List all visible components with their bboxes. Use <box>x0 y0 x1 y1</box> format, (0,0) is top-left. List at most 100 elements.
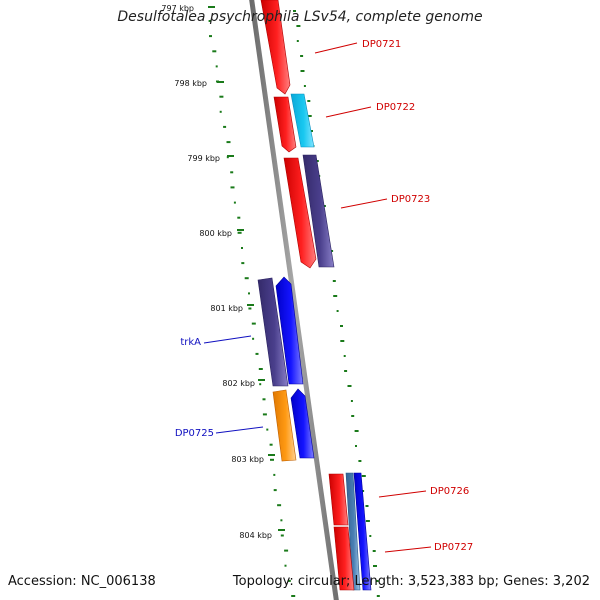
gene-label-dp0726[interactable]: DP0726 <box>378 486 469 498</box>
track-mark <box>340 325 343 327</box>
ruler-tick: 804 kbp <box>239 529 285 540</box>
ruler-label: 798 kbp <box>174 79 207 88</box>
genome-summary-text: Topology: circular; Length: 3,523,383 bp… <box>232 574 590 589</box>
ruler-tick: 797 kbp <box>161 4 215 13</box>
gene-arrow[interactable] <box>290 93 315 148</box>
track-mark <box>219 110 222 113</box>
gene-label[interactable]: DP0726 <box>430 486 469 497</box>
track-mark <box>333 295 338 297</box>
track-mark <box>255 352 259 355</box>
track-mark <box>365 505 369 507</box>
track-mark <box>277 504 282 507</box>
ruler-tick: 802 kbp <box>222 379 265 388</box>
track-mark <box>303 85 306 87</box>
ruler-label: 799 kbp <box>187 154 220 163</box>
track-mark <box>273 473 276 476</box>
track-mark <box>266 428 269 431</box>
track-mark <box>258 368 263 370</box>
track-mark <box>350 400 353 402</box>
gene-arrow[interactable] <box>353 472 372 591</box>
track-mark <box>291 595 296 597</box>
gene-label-dp0727[interactable]: DP0727 <box>384 542 473 553</box>
track-mark <box>248 292 250 295</box>
track-mark <box>307 115 312 117</box>
track-mark <box>241 262 245 265</box>
track-mark <box>273 489 277 492</box>
track-mark <box>300 70 305 72</box>
gene-arrow[interactable] <box>290 388 315 459</box>
gene-label-dp0725[interactable]: DP0725 <box>175 426 264 439</box>
track-mark <box>244 277 249 280</box>
track-mark <box>372 550 376 552</box>
gene-arrow[interactable] <box>283 157 317 269</box>
gene-label[interactable]: DP0723 <box>391 194 430 205</box>
track-mark <box>300 55 304 57</box>
track-mark <box>311 130 313 132</box>
gene-trka[interactable] <box>257 276 304 387</box>
track-mark <box>362 490 365 492</box>
gene-dp0722[interactable] <box>273 93 315 153</box>
gene-label[interactable]: DP0725 <box>175 428 214 439</box>
map-title: Desulfotalea psychrophila LSv54, complet… <box>117 9 483 25</box>
ruler-label: 804 kbp <box>239 531 272 540</box>
track-mark <box>340 340 345 342</box>
track-mark <box>262 413 267 416</box>
gene-dp0723[interactable] <box>283 154 335 269</box>
gene-arrow[interactable] <box>272 389 297 462</box>
gene-arrow[interactable] <box>257 277 289 387</box>
track-mark <box>252 337 255 340</box>
gene-dp0727[interactable] <box>333 526 355 591</box>
track-mark <box>296 25 301 27</box>
track-mark <box>373 565 377 567</box>
track-mark <box>376 595 380 597</box>
gene-arrow[interactable] <box>273 96 297 153</box>
gene-label-dp0723[interactable]: DP0723 <box>340 194 430 209</box>
track-mark <box>332 280 336 282</box>
gene-label-dp0722[interactable]: DP0722 <box>325 102 415 118</box>
track-mark <box>209 35 212 38</box>
track-mark <box>262 398 266 401</box>
track-mark <box>230 171 234 174</box>
gene-arrow[interactable] <box>333 526 355 591</box>
gene-arrow[interactable] <box>328 473 349 526</box>
track-mark <box>248 307 252 310</box>
track-mark <box>215 65 218 68</box>
track-mark <box>287 579 291 582</box>
track-mark <box>355 445 357 447</box>
track-mark <box>226 156 229 159</box>
track-mark <box>251 322 256 325</box>
track-mark <box>354 430 359 432</box>
track-mark <box>259 383 262 386</box>
track-mark <box>351 415 355 417</box>
gene-arrow[interactable] <box>345 472 361 591</box>
gene-label[interactable]: DP0727 <box>434 542 473 553</box>
gene-dp0726[interactable] <box>328 472 372 591</box>
ruler: 797 kbp 798 kbp 799 kbp 800 kbp 801 kbp … <box>161 4 285 540</box>
gene-label-trka[interactable]: trkA <box>180 335 252 348</box>
inner-track <box>208 20 296 597</box>
gene-arrow[interactable] <box>275 276 304 385</box>
track-mark <box>376 580 379 582</box>
track-mark <box>230 186 235 189</box>
gene-arrow[interactable] <box>260 0 291 95</box>
gene-label[interactable]: DP0722 <box>376 102 415 113</box>
gene-dp0721[interactable] <box>260 0 291 95</box>
track-mark <box>369 535 372 537</box>
gene-arrow[interactable] <box>302 154 335 268</box>
gene-label[interactable]: DP0721 <box>362 39 401 50</box>
track-mark <box>237 231 242 234</box>
track-mark <box>293 10 296 12</box>
gene-label[interactable]: trkA <box>180 337 201 348</box>
ruler-tick: 801 kbp <box>210 304 254 313</box>
gene-dp0725[interactable] <box>272 388 315 462</box>
track-mark <box>280 534 284 537</box>
track-mark <box>233 201 236 204</box>
genome-backbone <box>249 0 339 600</box>
ruler-label: 802 kbp <box>222 379 255 388</box>
ruler-tick: 798 kbp <box>174 79 224 88</box>
ruler-label: 797 kbp <box>161 4 194 13</box>
gene-label-dp0721[interactable]: DP0721 <box>314 39 401 54</box>
track-mark <box>344 370 348 372</box>
track-mark <box>280 519 283 522</box>
